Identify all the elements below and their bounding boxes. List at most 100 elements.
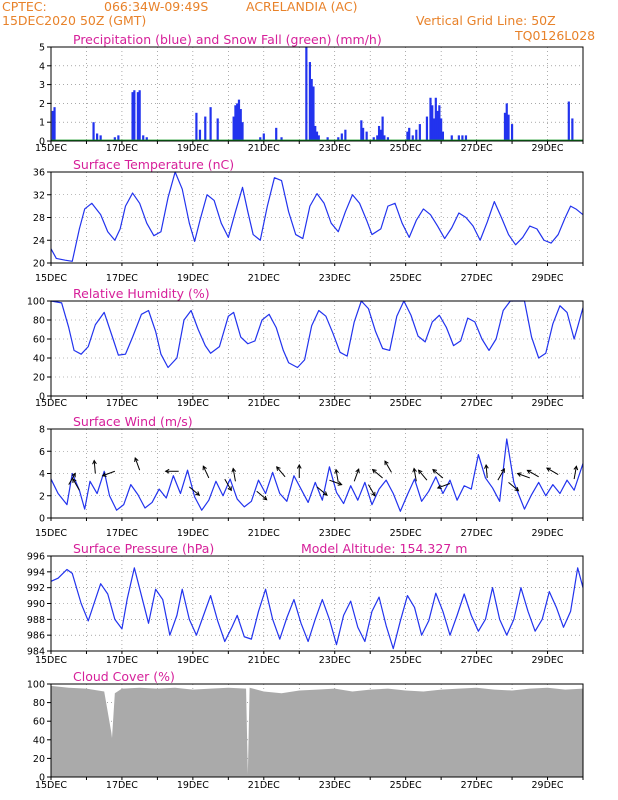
precip-bar <box>434 97 437 141</box>
wind-arrow <box>92 459 97 474</box>
wind-arrow <box>546 467 559 476</box>
cloud-area <box>51 685 583 777</box>
x-tick-label: 15DEC <box>35 528 67 539</box>
model-altitude: Model Altitude: 154.327 m <box>301 541 467 556</box>
x-tick-label: 17DEC <box>106 143 138 154</box>
x-tick-label: 23DEC <box>319 655 351 666</box>
x-tick-label: 21DEC <box>248 398 280 409</box>
header-run: 15DEC2020 50Z (GMT) <box>2 13 147 28</box>
wind-arrow <box>497 468 505 481</box>
x-tick-label: 19DEC <box>177 398 209 409</box>
wind-arrow <box>516 472 530 479</box>
y-tick-label: 986 <box>27 631 45 642</box>
y-tick-label: 2 <box>39 491 45 502</box>
precip-bar <box>438 105 441 141</box>
wind-arrow-head <box>371 468 377 474</box>
precip-bar <box>571 118 574 141</box>
y-tick-label: 36 <box>33 168 45 179</box>
wind-arrow-head <box>484 463 489 469</box>
precip-bar <box>381 116 384 141</box>
y-tick-label: 20 <box>33 259 45 270</box>
x-tick-label: 21DEC <box>248 780 280 791</box>
x-tick-label: 19DEC <box>177 528 209 539</box>
wind-arrow-shaft <box>485 464 488 478</box>
precip-bar <box>314 125 317 141</box>
wind-arrow-head <box>276 466 281 471</box>
x-tick-label: 21DEC <box>248 273 280 284</box>
precip-bar <box>131 92 134 141</box>
wind-arrow-head <box>92 459 97 465</box>
series-line <box>50 567 584 650</box>
wind-arrow <box>72 478 80 491</box>
wind-arrow-shaft <box>232 468 236 482</box>
precip-bar <box>340 133 343 141</box>
precip-bar <box>145 137 148 141</box>
precip-bar <box>457 135 460 141</box>
wind-arrow <box>367 484 376 497</box>
wind-arrow-head <box>432 468 437 474</box>
wind-arrow-shaft <box>497 468 505 481</box>
header-org: CPTEC: <box>2 0 47 14</box>
x-tick-label: 25DEC <box>390 273 422 284</box>
precip-bar <box>198 129 202 141</box>
wind-arrow-head <box>296 463 302 469</box>
wind-arrow-shaft <box>316 486 328 496</box>
y-tick-label: 990 <box>27 599 45 610</box>
wind-arrow-head <box>573 465 579 471</box>
precip-bar <box>510 124 514 141</box>
panel-title: Surface Wind (m/s) <box>73 414 193 429</box>
panel-title: Surface Pressure (hPa) <box>73 541 214 556</box>
wind-arrow-shaft <box>517 473 530 479</box>
precip-bar <box>415 129 418 141</box>
precip-bar <box>195 112 198 141</box>
precip-bar <box>365 131 368 141</box>
precip-bar <box>312 86 315 141</box>
panel-title: Relative Humidity (%) <box>73 286 210 301</box>
y-tick-label: 100 <box>27 680 45 691</box>
precip-bar <box>337 137 340 141</box>
x-tick-label: 17DEC <box>106 528 138 539</box>
panel-1: 20 24 28 32 36 15DEC 17DEC 19DEC 21DEC 23DEC 25DEC… <box>33 157 584 284</box>
y-tick-label: 32 <box>33 190 45 201</box>
wind-arrow-shaft <box>573 466 577 480</box>
x-tick-label: 21DEC <box>248 143 280 154</box>
wind-arrow-head <box>371 491 376 497</box>
x-tick-label: 27DEC <box>461 780 493 791</box>
precip-bar <box>360 120 363 141</box>
panel-frame <box>50 171 584 264</box>
panel-frame <box>50 46 584 142</box>
precip-bar <box>310 78 313 141</box>
precip-bar <box>237 99 241 141</box>
wind-arrow-shaft <box>68 473 76 485</box>
y-tick-label: 100 <box>27 297 45 308</box>
x-tick-label: 15DEC <box>35 655 67 666</box>
x-tick-label: 21DEC <box>248 655 280 666</box>
wind-arrow <box>484 463 489 478</box>
header-code: TQ0126L028 <box>515 28 596 43</box>
wind-arrow <box>224 478 232 492</box>
x-tick-label: 15DEC <box>35 143 67 154</box>
series-line <box>50 438 584 512</box>
y-tick-label: 2 <box>39 99 45 110</box>
panel-2: 0 20 40 60 80 100 15DEC 17DEC 19DEC 21DEC 23DEC 25D… <box>27 286 584 409</box>
x-tick-label: 29DEC <box>532 655 564 666</box>
precip-bar <box>386 137 390 141</box>
y-tick-label: 4 <box>39 469 45 480</box>
wind-arrow <box>371 468 383 479</box>
x-tick-label: 19DEC <box>177 143 209 154</box>
precip-bar <box>53 107 56 141</box>
precip-bar <box>99 135 102 141</box>
precip-bar <box>275 127 278 141</box>
precip-bar <box>209 107 212 141</box>
precip-bar <box>133 90 136 141</box>
y-tick-label: 20 <box>33 754 45 765</box>
wind-arrow-shaft <box>276 466 286 478</box>
precip-bar <box>241 122 244 141</box>
wind-arrow-shaft <box>93 460 96 474</box>
wind-arrow-head <box>384 460 389 466</box>
wind-arrow-head <box>195 491 201 496</box>
x-tick-label: 19DEC <box>177 273 209 284</box>
precip-bar <box>441 131 445 141</box>
wind-arrow <box>508 482 520 492</box>
precip-bar <box>425 116 429 141</box>
